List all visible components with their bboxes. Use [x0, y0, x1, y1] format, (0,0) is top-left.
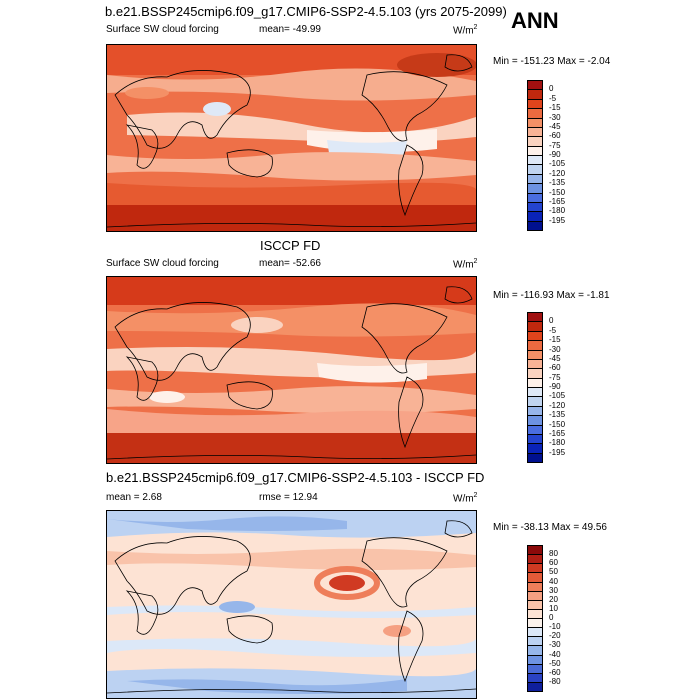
colorbar-level-label: -150	[549, 419, 566, 429]
colorbar-level-label: -40	[549, 649, 561, 659]
colorbar-level-label: -5	[549, 93, 557, 103]
panel1-map-field	[107, 45, 476, 231]
panel3-minmax: Min = -38.13 Max = 49.56	[493, 522, 607, 533]
colorbar-level-label: -120	[549, 168, 566, 178]
colorbar-swatch	[527, 452, 543, 463]
panel2-variable: Surface SW cloud forcing	[106, 258, 219, 269]
colorbar-swatch	[527, 681, 543, 692]
colorbar-swatch	[527, 220, 543, 231]
colorbar-level-label: -60	[549, 131, 561, 141]
colorbar-level-label: -30	[549, 640, 561, 650]
colorbar-level-label: 50	[549, 567, 558, 577]
colorbar-level-label: -120	[549, 400, 566, 410]
colorbar-level-label: -5	[549, 325, 557, 335]
colorbar-level-label: -75	[549, 372, 561, 382]
colorbar-level-label: -30	[549, 112, 561, 122]
colorbar-level-label: -60	[549, 363, 561, 373]
panel3-map-field	[107, 511, 476, 698]
colorbar-level-label: -165	[549, 196, 566, 206]
colorbar-level-label: -80	[549, 676, 561, 686]
colorbar-level-label: 0	[549, 613, 554, 622]
season-label: ANN	[511, 8, 559, 33]
colorbar-level-label: -30	[549, 344, 561, 354]
panel1-map	[106, 44, 477, 232]
panel2-mean: mean= -52.66	[259, 258, 321, 269]
colorbar-level-label: -105	[549, 159, 566, 169]
panel1-units: W/m2	[453, 24, 478, 37]
colorbar-level-label: -135	[549, 178, 566, 188]
panel2-units: W/m2	[453, 258, 478, 271]
colorbar-level-label: 10	[549, 603, 558, 613]
colorbar-level-label: -15	[549, 103, 561, 113]
colorbar-level-label: -105	[549, 391, 566, 401]
panel3-colorbar: 80 60 50 40 30 20 10 0 -10 -20 -30 -40 -50 -60 -80	[527, 545, 587, 692]
panel3-rmse: rmse = 12.94	[259, 492, 318, 503]
panel3-map	[106, 510, 477, 699]
colorbar-level-label: 0	[549, 84, 554, 94]
colorbar-level-label: -75	[549, 140, 561, 150]
colorbar-level-label: 30	[549, 585, 558, 595]
panel2-center-title: ISCCP FD	[260, 238, 321, 253]
colorbar-level-label: -20	[549, 631, 561, 641]
colorbar-level-label: -165	[549, 428, 566, 438]
colorbar-level-label: -180	[549, 438, 566, 448]
colorbar-level-label: 40	[549, 576, 558, 586]
colorbar-level-label: -10	[549, 622, 561, 632]
colorbar-level-label: -195	[549, 215, 566, 225]
panel1-minmax: Min = -151.23 Max = -2.04	[493, 56, 611, 67]
panel3-title: b.e21.BSSP245cmip6.f09_g17.CMIP6-SSP2-4.…	[106, 470, 485, 485]
colorbar-level-label: 80	[549, 549, 558, 559]
colorbar-level-label: -90	[549, 382, 561, 391]
panel2-map-field	[107, 277, 476, 463]
colorbar-level-label: -135	[549, 410, 566, 420]
colorbar-level-label: -195	[549, 447, 566, 457]
panel2-map	[106, 276, 477, 464]
panel2-minmax: Min = -116.93 Max = -1.81	[493, 290, 610, 301]
panel1-mean: mean= -49.99	[259, 24, 321, 35]
panel1-variable: Surface SW cloud forcing	[106, 24, 219, 35]
panel1-title: b.e21.BSSP245cmip6.f09_g17.CMIP6-SSP2-4.…	[105, 4, 507, 19]
colorbar-level-label: 60	[549, 558, 558, 568]
colorbar-level-label: -45	[549, 121, 561, 131]
colorbar-level-label: -150	[549, 187, 566, 197]
panel3-units: W/m2	[453, 492, 478, 505]
colorbar-level-label: -180	[549, 206, 566, 216]
panel3-mean: mean = 2.68	[106, 492, 162, 503]
colorbar-level-label: -45	[549, 353, 561, 363]
colorbar-level-label: -15	[549, 335, 561, 345]
colorbar-level-label: 20	[549, 594, 558, 604]
panel2-colorbar: 0 -5 -15 -30 -45 -60 -75 -90 -105 -120 -135 -150 -16…	[527, 312, 587, 463]
colorbar-level-label: 0	[549, 316, 554, 326]
colorbar-level-label: -60	[549, 667, 561, 677]
panel1-colorbar: 0 -5 -15 -30 -45 -60 -75 -90 -105 -120 -135 -150 -16…	[527, 80, 587, 231]
colorbar-level-label: -90	[549, 150, 561, 159]
colorbar-level-label: -50	[549, 658, 561, 668]
